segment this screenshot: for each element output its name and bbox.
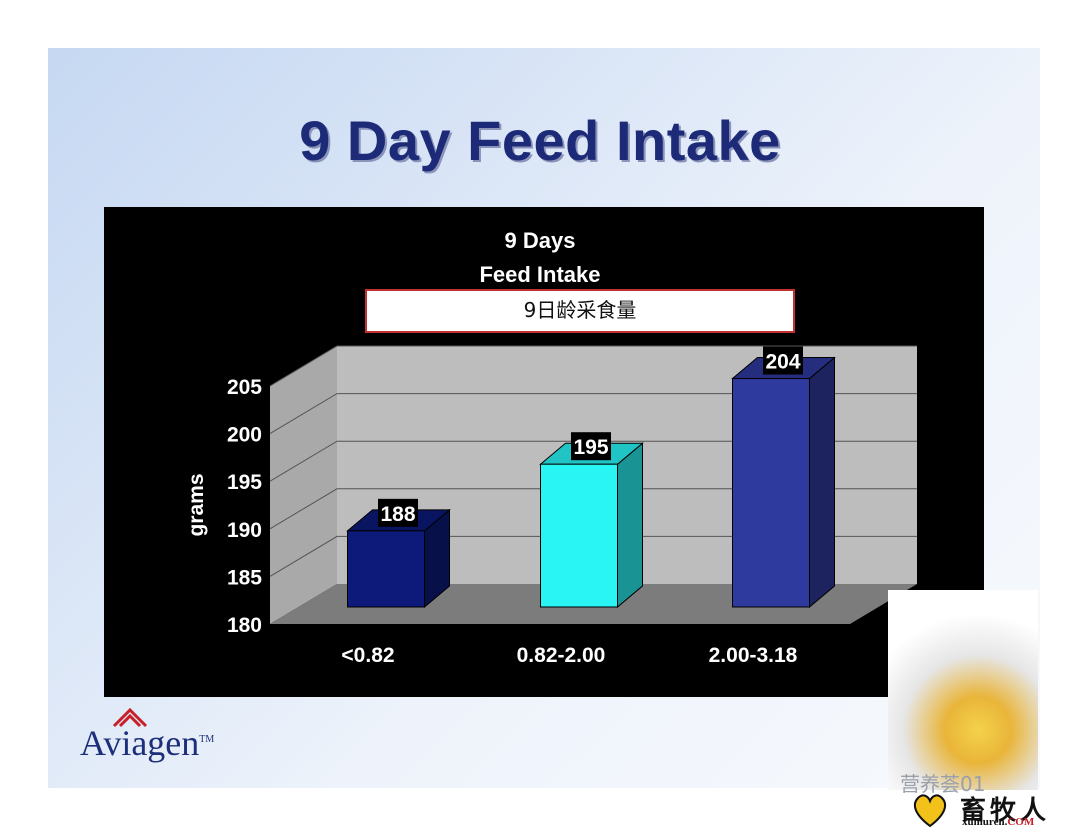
y-tick-label: 190 (227, 519, 262, 542)
chart-title-line-1: 9 Days (504, 228, 576, 253)
side-wall (270, 346, 337, 624)
gridline (269, 345, 917, 387)
y-tick-label: 205 (227, 376, 262, 399)
watermark-brand: 畜牧人 xumuren.COM (910, 790, 1070, 830)
watermark-url: xumuren. (962, 816, 1008, 828)
data-label-bg (571, 432, 611, 461)
slide-title: 9 Day Feed Intake (299, 109, 781, 172)
data-label: 204 (765, 351, 800, 374)
logo-text: Aviagen (80, 723, 200, 763)
bar (347, 530, 425, 608)
bar (540, 463, 618, 608)
y-tick-label: 180 (227, 614, 262, 637)
bar (732, 378, 810, 608)
y-tick-label: 195 (227, 471, 262, 494)
y-tick-label: 185 (227, 566, 262, 589)
gridline (269, 488, 917, 530)
data-label-bg (763, 346, 803, 375)
watermark-url-suffix: COM (1007, 816, 1035, 828)
data-label-bg (378, 498, 418, 527)
x-tick-label: 2.00-3.18 (709, 644, 798, 667)
gridline (269, 440, 917, 482)
aviagen-logo: AviagenTM (80, 706, 240, 776)
heart-logo-icon (913, 794, 947, 828)
logo-mark-icon (112, 707, 148, 728)
chart-title-line-2: Feed Intake (479, 262, 601, 287)
y-tick-label: 200 (227, 424, 262, 447)
chicks-photo (888, 590, 1038, 790)
watermark-brand-name: 畜牧人 (960, 796, 1051, 826)
logo-trademark: TM (199, 734, 215, 745)
chart-annotation-box: 9日龄采食量 (365, 289, 795, 333)
data-label: 195 (573, 436, 608, 459)
watermark-text: 营养荟01 (900, 772, 986, 796)
bar-side (617, 442, 643, 609)
x-tick-label: 0.82-2.00 (517, 644, 606, 667)
bar-side (809, 356, 835, 609)
gridline (269, 535, 917, 577)
data-label: 188 (380, 503, 415, 526)
x-tick-label: <0.82 (341, 644, 394, 667)
gridline (269, 393, 917, 435)
y-axis-label: grams (185, 473, 208, 536)
